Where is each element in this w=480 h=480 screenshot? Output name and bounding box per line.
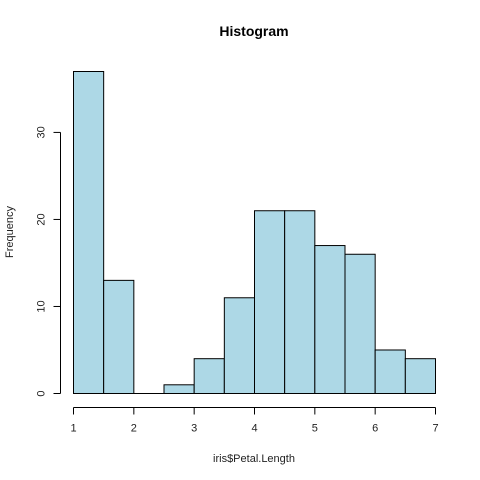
histogram-bar [314,245,346,394]
histogram-bar [103,279,135,394]
histogram-bar [254,210,286,394]
y-axis: 0 10 20 30 [35,126,61,397]
y-tick-label: 30 [35,126,47,138]
x-tick-label: 1 [70,423,76,435]
x-tick-label: 3 [191,423,197,435]
y-axis-label: Frequency [4,206,16,258]
histogram-bar [374,349,406,394]
y-tick-label: 10 [35,300,47,312]
x-axis: 1 2 3 4 5 6 7 [70,407,439,435]
histogram-bar [344,253,376,394]
x-tick-label: 6 [372,423,378,435]
histogram-bar [163,384,195,395]
histogram-bar [73,71,105,394]
x-tick-label: 4 [251,423,257,435]
x-tick-label: 7 [432,423,438,435]
histogram-bar [284,210,316,394]
x-tick-label: 5 [312,423,318,435]
histogram-bar [404,358,437,394]
y-tick-label: 20 [35,213,47,225]
histogram-bar [193,358,225,394]
bars-group [73,71,437,395]
x-tick-label: 2 [131,423,137,435]
x-axis-label: iris$Petal.Length [213,453,295,465]
histogram-bar [223,297,255,394]
chart-title: Histogram [219,23,288,39]
y-tick-label: 0 [35,390,47,396]
